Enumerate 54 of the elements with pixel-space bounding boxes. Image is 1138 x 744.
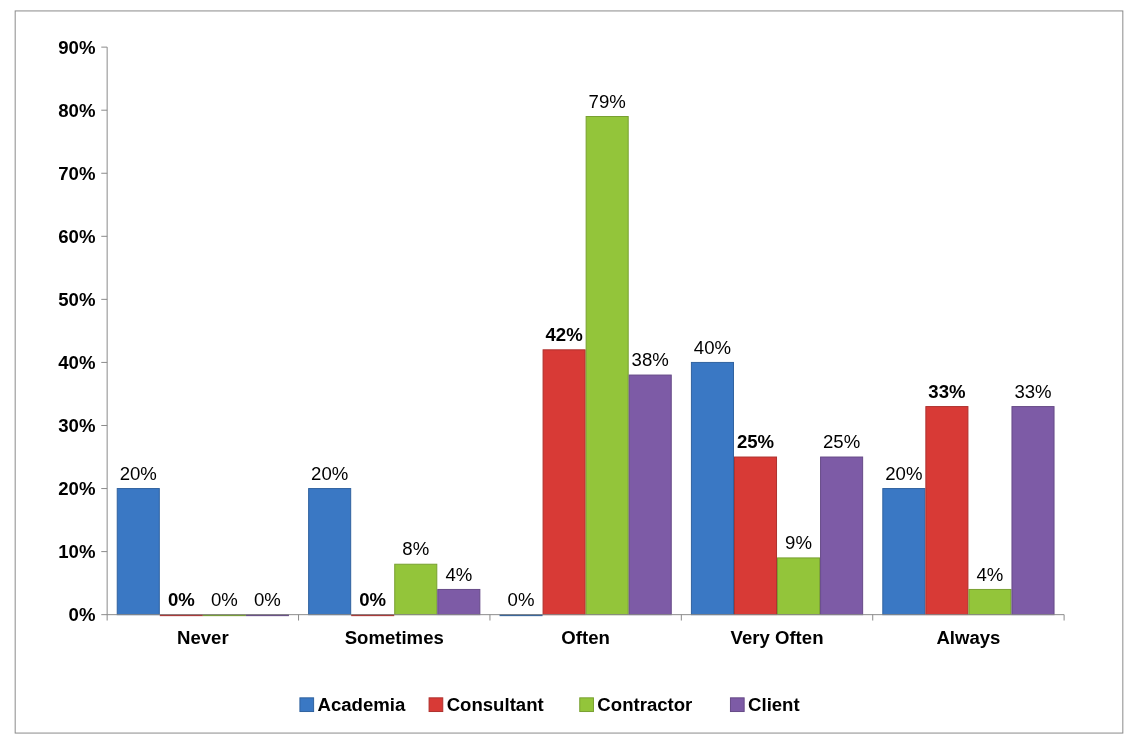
data-label: 0%	[167, 588, 196, 610]
data-label: 25%	[823, 431, 861, 453]
data-label: 25%	[736, 431, 775, 453]
data-label: 79%	[588, 90, 626, 112]
data-label: 42%	[545, 324, 584, 346]
x-tick-label: Never	[177, 627, 229, 649]
bar	[925, 406, 969, 616]
y-tick-label: 50%	[58, 288, 96, 310]
data-label: 20%	[885, 462, 923, 484]
y-tick-label: 90%	[58, 36, 96, 58]
data-label: 40%	[693, 336, 732, 358]
data-label: 4%	[445, 563, 473, 585]
x-tick-label: Very Often	[730, 627, 824, 649]
data-label: 38%	[631, 349, 669, 371]
bar	[882, 488, 926, 616]
bar	[820, 456, 864, 616]
data-label: 0%	[254, 588, 281, 610]
x-tick-label: Always	[936, 627, 1001, 649]
bar	[628, 374, 672, 616]
data-label: 4%	[976, 563, 1004, 585]
bar	[968, 588, 1012, 616]
data-label: 20%	[119, 462, 157, 484]
legend-label: Contractor	[597, 694, 693, 716]
data-label: 0%	[210, 588, 238, 610]
data-label: 0%	[359, 588, 387, 610]
data-label: 20%	[311, 462, 349, 484]
legend-label: Client	[748, 694, 800, 716]
legend-label: Academia	[317, 694, 406, 716]
x-tick-label: Sometimes	[344, 627, 444, 649]
bar	[690, 361, 734, 616]
data-label: 0%	[507, 588, 535, 610]
bar	[116, 488, 160, 616]
y-tick-label: 30%	[58, 415, 96, 436]
legend-label: Consultant	[446, 694, 544, 716]
bar	[308, 488, 352, 616]
bar	[437, 588, 481, 616]
y-tick-label: 60%	[58, 225, 96, 247]
y-tick-label: 80%	[58, 99, 96, 121]
bar	[542, 349, 586, 616]
y-tick-label: 70%	[58, 162, 96, 184]
bar	[777, 557, 821, 616]
y-tick-label: 0%	[68, 604, 96, 626]
data-label: 8%	[402, 538, 430, 560]
data-label: 33%	[928, 380, 966, 402]
bar	[733, 456, 778, 616]
data-label: 9%	[785, 532, 812, 554]
y-tick-label: 10%	[58, 541, 96, 563]
data-label: 33%	[1014, 380, 1052, 402]
bar	[585, 116, 629, 616]
bar	[394, 563, 438, 616]
x-tick-label: Often	[561, 627, 610, 649]
y-tick-label: 20%	[58, 478, 96, 500]
bar	[1011, 406, 1055, 616]
y-tick-label: 40%	[58, 351, 96, 373]
